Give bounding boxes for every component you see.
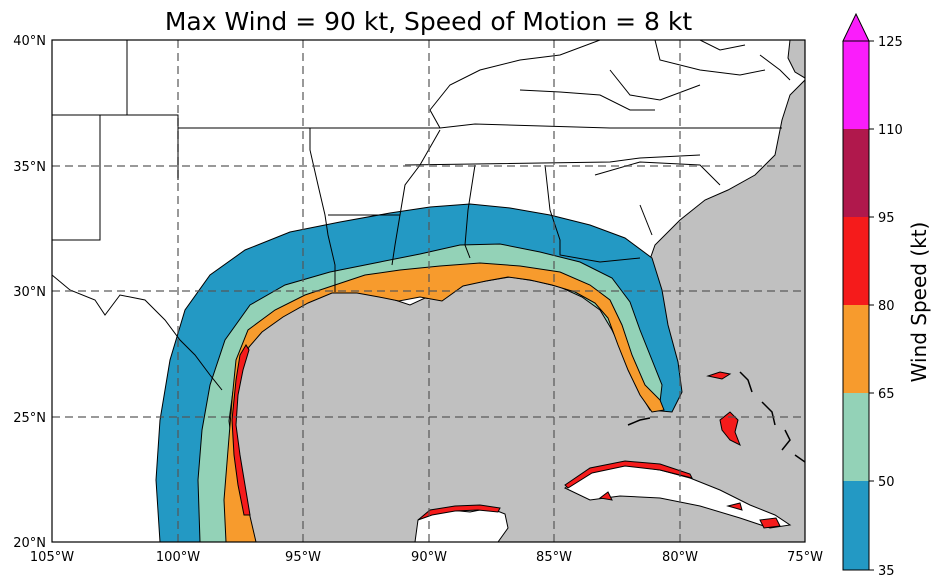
- swath-65-80-kt: [223, 262, 665, 542]
- state-borders: [52, 40, 791, 391]
- land-delmarva: [787, 40, 805, 79]
- x-tick-label: 80°W: [662, 550, 698, 565]
- map-area: [52, 40, 805, 542]
- x-tick-label: 100°W: [156, 550, 200, 565]
- swath-80-95-kt-coast: [231, 344, 251, 516]
- map-title: Max Wind = 90 kt, Speed of Motion = 8 kt: [164, 7, 693, 36]
- swath-80-95-kt-cuba: [564, 460, 693, 489]
- y-tick-label: 20°N: [13, 536, 46, 551]
- colorbar-bin-35-50: [843, 481, 869, 570]
- colorbar-bin-80-95: [843, 217, 869, 305]
- colorbar-tick-label: 35: [878, 564, 895, 579]
- colorbar-tick-label: 50: [878, 475, 895, 490]
- colorbar-bin-50-65: [843, 393, 869, 481]
- y-tick-label: 25°N: [13, 411, 46, 426]
- y-tick-labels: 20°N 25°N 30°N 35°N 40°N: [13, 34, 46, 551]
- colorbar-label: Wind Speed (kt): [907, 222, 931, 383]
- x-tick-label: 90°W: [411, 550, 447, 565]
- land-bahamas-3: [627, 371, 805, 463]
- x-tick-label: 85°W: [536, 550, 572, 565]
- map-frame: [51, 39, 806, 543]
- y-tick-label: 30°N: [13, 285, 46, 300]
- colorbar-tick-label: 65: [878, 387, 895, 402]
- x-tick-label: 95°W: [285, 550, 321, 565]
- x-tick-labels: 105°W 100°W 95°W 90°W 85°W 80°W 75°W: [30, 550, 823, 565]
- land-bahamas-1: [706, 371, 732, 380]
- colorbar-bin-65-80: [843, 305, 869, 393]
- graticule: [52, 40, 805, 542]
- land-bahamas-2: [719, 411, 741, 447]
- x-tick-label: 105°W: [30, 550, 74, 565]
- colorbar-tick-label: 80: [878, 299, 895, 314]
- land-caribbean-islands: [598, 491, 781, 529]
- colorbar-extend-arrow: [842, 12, 870, 42]
- swath-80-95-kt-yucatan: [417, 504, 501, 521]
- colorbar-tick-label: 110: [878, 123, 903, 138]
- y-tick-label: 40°N: [13, 34, 46, 49]
- colorbar-bin-95-110: [843, 129, 869, 217]
- colorbar: 35 50 65 80 95 110 125 Wind Speed (kt): [842, 12, 931, 579]
- x-tick-label: 75°W: [787, 550, 823, 565]
- y-tick-label: 35°N: [13, 160, 46, 175]
- colorbar-bin-110-125: [843, 41, 869, 129]
- colorbar-tick-label: 95: [878, 211, 895, 226]
- colorbar-tick-label: 125: [878, 35, 903, 50]
